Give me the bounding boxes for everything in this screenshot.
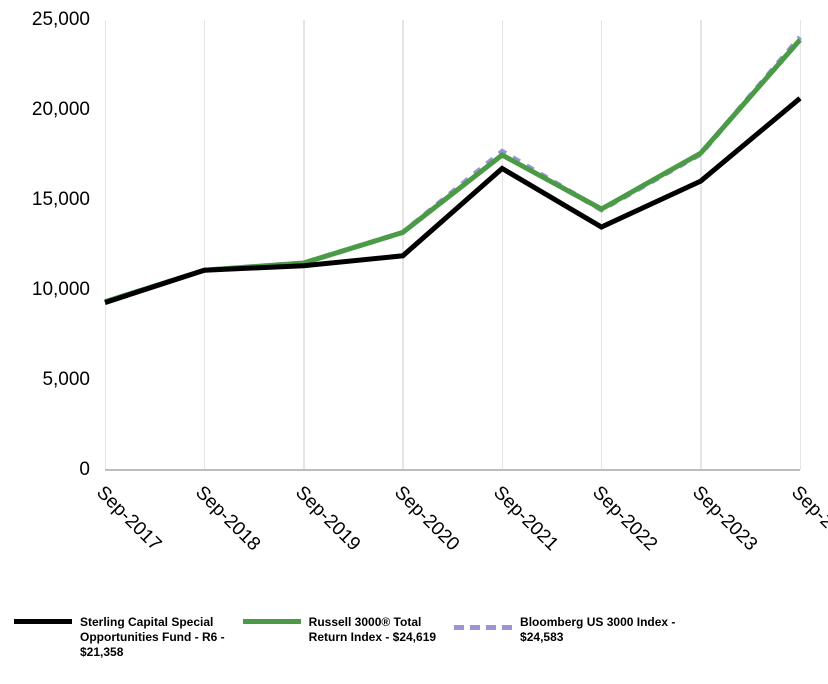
x-tick-label: Sep-2017 xyxy=(91,482,165,556)
legend-item: Russell 3000® TotalReturn Index - $24,61… xyxy=(243,615,436,645)
legend-label: Sterling Capital SpecialOpportunities Fu… xyxy=(80,615,225,660)
legend-item: Sterling Capital SpecialOpportunities Fu… xyxy=(14,615,225,660)
x-tick-label: Sep-2021 xyxy=(489,482,563,556)
x-tick-label: Sep-2018 xyxy=(191,482,265,556)
x-tick-label: Sep-2023 xyxy=(687,482,761,556)
legend-swatch xyxy=(454,619,512,624)
legend-label: Bloomberg US 3000 Index -$24,583 xyxy=(520,615,675,645)
series-line xyxy=(105,98,800,302)
y-tick-label: 0 xyxy=(79,459,90,481)
plot-area xyxy=(105,20,800,470)
y-tick-label: 25,000 xyxy=(32,9,90,31)
legend-swatch xyxy=(243,619,301,624)
series-line xyxy=(105,40,800,302)
x-tick-label: Sep-2019 xyxy=(290,482,364,556)
x-tick-label: Sep-2022 xyxy=(588,482,662,556)
y-tick-label: 15,000 xyxy=(32,189,90,211)
y-tick-label: 20,000 xyxy=(32,99,90,121)
legend-label: Russell 3000® TotalReturn Index - $24,61… xyxy=(309,615,436,645)
x-tick-label: Sep-2020 xyxy=(389,482,463,556)
series-line xyxy=(105,37,800,302)
growth-chart: 0 5,000 10,000 15,000 20,000 25,000 Sep-2017 Se… xyxy=(0,0,828,684)
legend-swatch xyxy=(14,619,72,624)
y-tick-label: 5,000 xyxy=(42,369,90,391)
series-lines xyxy=(105,20,800,470)
x-tick-label: Sep-2024 xyxy=(786,482,828,556)
y-tick-label: 10,000 xyxy=(32,279,90,301)
legend-item: Bloomberg US 3000 Index -$24,583 xyxy=(454,615,675,645)
legend: Sterling Capital SpecialOpportunities Fu… xyxy=(14,615,675,660)
